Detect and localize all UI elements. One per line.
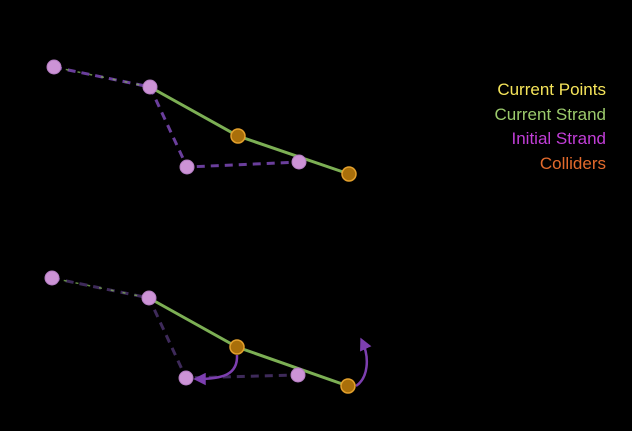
bottom-point-3 [178, 370, 194, 386]
bottom-collider-1 [229, 339, 245, 355]
top-collider-1 [230, 128, 246, 144]
bottom-initial-strand-dashed [51, 276, 299, 380]
arrow-collider-to-point [193, 354, 239, 386]
bottom-point-1 [44, 270, 60, 286]
legend: Current Points Current Strand Initial St… [495, 78, 607, 176]
bottom-current-strand [148, 296, 349, 388]
legend-current-strand: Current Strand [494, 104, 607, 124]
top-point-2 [142, 79, 158, 95]
bottom-diagram [44, 270, 372, 394]
top-initial-strand-overlap [53, 66, 151, 88]
bottom-initial-strand-overlap [51, 277, 150, 299]
top-point-4 [291, 154, 307, 170]
legend-initial-strand: Initial Strand [511, 129, 607, 148]
top-initial-strand-dashed [53, 65, 300, 169]
legend-colliders: Colliders [539, 153, 606, 173]
bottom-collider-2 [340, 378, 356, 394]
top-diagram [46, 59, 357, 182]
top-point-1 [46, 59, 62, 75]
top-collider-2 [341, 166, 357, 182]
top-point-3 [179, 159, 195, 175]
bottom-point-4 [290, 367, 306, 383]
bottom-point-2 [141, 290, 157, 306]
legend-current-points: Current Points [497, 80, 606, 99]
top-current-strand [149, 85, 350, 176]
arrow-collider-up [355, 337, 372, 388]
